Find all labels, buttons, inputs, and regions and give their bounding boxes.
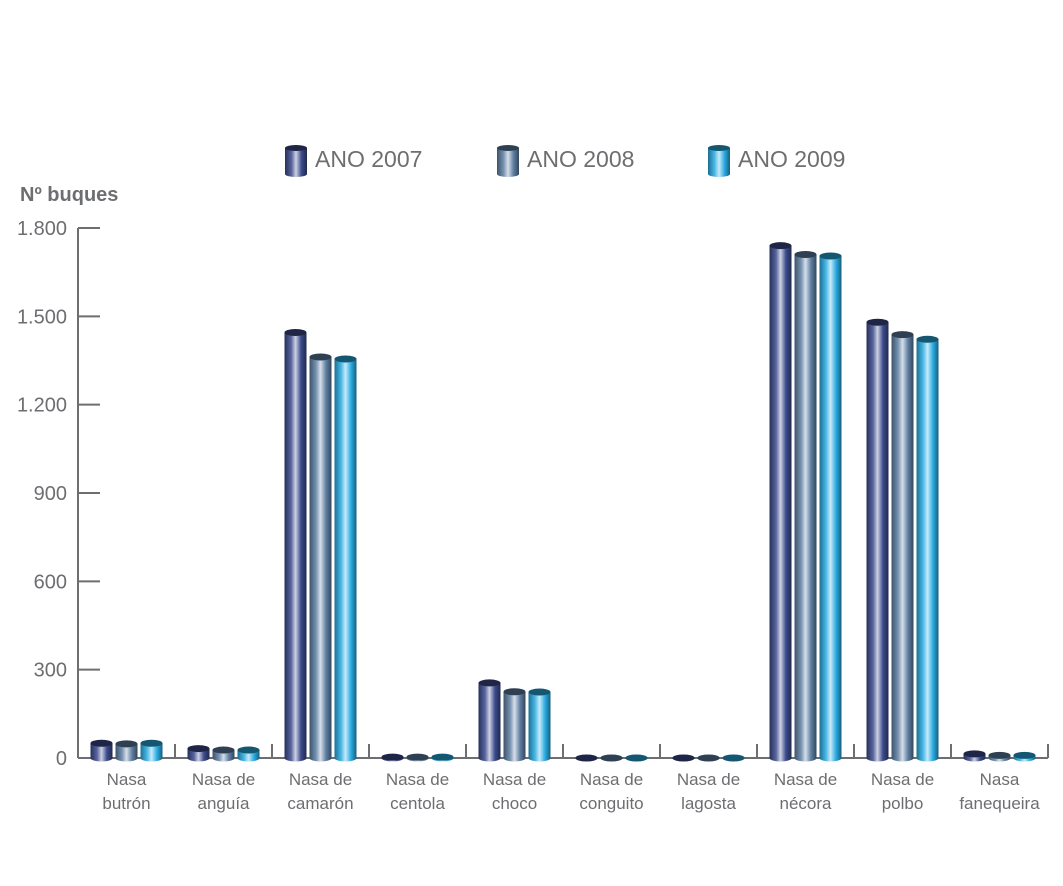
y-axis-label: Nº buques xyxy=(20,184,118,206)
y-tick-label: 900 xyxy=(34,483,67,505)
legend-item: ANO 2007 xyxy=(285,145,422,177)
bar xyxy=(769,242,792,762)
bar xyxy=(963,750,986,762)
x-category-label: Nasa de camarón xyxy=(287,770,353,813)
y-tick-label: 300 xyxy=(34,660,67,682)
bar xyxy=(140,739,163,762)
x-category-label: Nasa de polbo xyxy=(871,770,934,813)
bar xyxy=(284,329,307,762)
bars xyxy=(90,242,1036,762)
bar xyxy=(1013,751,1036,762)
bar xyxy=(431,753,454,762)
bar xyxy=(819,252,842,762)
bar xyxy=(672,754,695,762)
x-category-label: Nasa de nécora xyxy=(774,770,837,813)
bar xyxy=(528,688,551,762)
bar xyxy=(600,754,623,762)
y-tick-label: 600 xyxy=(34,571,67,593)
y-tick-label: 0 xyxy=(56,748,67,770)
bar xyxy=(187,745,210,762)
bar xyxy=(309,353,332,762)
bar xyxy=(478,679,501,762)
x-category-label: Nasa de lagosta xyxy=(677,770,740,813)
x-category-label: Nasa de anguía xyxy=(192,770,255,813)
bar xyxy=(575,754,598,762)
x-category-label: Nasa butrón xyxy=(102,770,150,813)
legend: ANO 2007 ANO 2008 ANO 2009 xyxy=(285,145,845,177)
bar xyxy=(406,753,429,762)
bar xyxy=(381,753,404,762)
bar xyxy=(697,754,720,762)
bar xyxy=(916,335,939,762)
y-tick-label: 1.200 xyxy=(17,395,67,417)
legend-label: ANO 2008 xyxy=(527,146,634,172)
bar xyxy=(625,754,648,762)
x-category-label: Nasa de centola xyxy=(386,770,449,813)
bar xyxy=(115,740,138,762)
bar xyxy=(212,746,235,762)
bar xyxy=(503,688,526,762)
bar xyxy=(722,754,745,762)
x-category-label: Nasa fanequeira xyxy=(959,770,1040,813)
y-tick-label: 1.500 xyxy=(17,306,67,328)
bar xyxy=(891,331,914,762)
legend-label: ANO 2007 xyxy=(315,146,422,172)
bar xyxy=(988,751,1011,762)
legend-swatch xyxy=(497,145,519,177)
legend-swatch xyxy=(708,145,730,177)
x-category-label: Nasa de conguito xyxy=(579,770,643,813)
legend-label: ANO 2009 xyxy=(738,146,845,172)
legend-swatch xyxy=(285,145,307,177)
legend-item: ANO 2009 xyxy=(708,145,845,177)
bar xyxy=(237,746,260,762)
legend-item: ANO 2008 xyxy=(497,145,634,177)
bar xyxy=(866,318,889,762)
category-labels: Nasa butrón Nasa de anguía Nasa de camarón Nas… xyxy=(102,770,1040,813)
bar xyxy=(794,251,817,762)
y-tick-label: 1.800 xyxy=(17,218,67,240)
bar xyxy=(90,739,113,762)
x-category-label: Nasa de choco xyxy=(483,770,546,813)
bar xyxy=(334,355,357,762)
